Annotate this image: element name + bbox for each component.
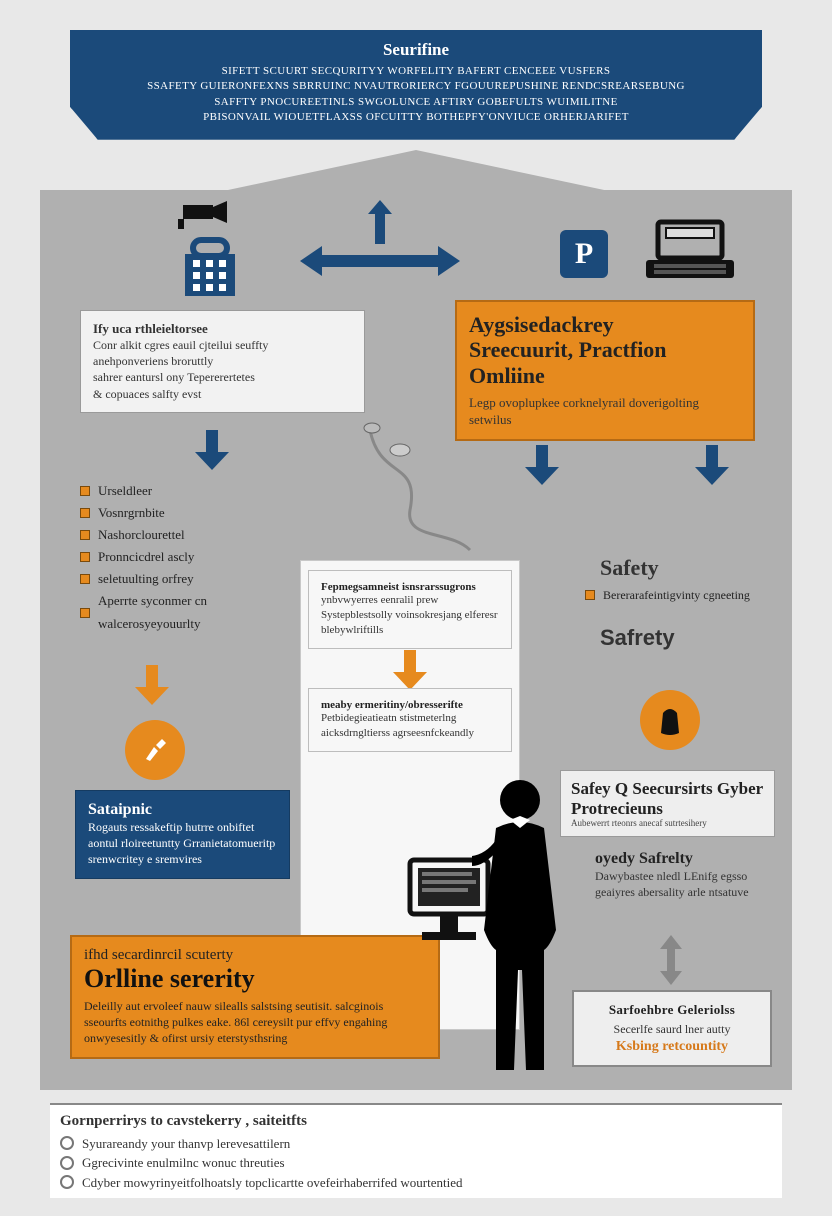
- ring-icon: [60, 1156, 74, 1170]
- header-line-3: SAFFTY PNOCUREETINLS SWGOLUNCE AFTIRY GO…: [82, 95, 750, 110]
- gray-line1: Secerlfe saurd lner autty: [586, 1022, 758, 1037]
- bullet-square-icon: [80, 574, 90, 584]
- ring-icon: [60, 1175, 74, 1189]
- left-info-box: Ify uca rthleieltorsee Conr alkit cgres …: [80, 310, 365, 413]
- header-line-2: SSAFETY GUIERONFEXNS SBRRUINC NVAUTRORIE…: [82, 79, 750, 94]
- bullet-square-icon: [80, 552, 90, 562]
- bullet-text: Urseldleer: [98, 480, 152, 502]
- arrow-down-icon: [135, 665, 175, 711]
- list-item: Nashorclourettel: [80, 524, 290, 546]
- left-info-title: Ify uca rthleieltorsee: [93, 321, 352, 337]
- footer-text: Cdyber mowyrinyeitfolhoatsly topclicartt…: [82, 1173, 462, 1193]
- person-silhouette-icon: [400, 770, 570, 1070]
- blue-title: Sataipnic: [88, 801, 277, 819]
- brush-circle-icon: [125, 720, 185, 780]
- center1-body: ynbvwyerres eenralil prew Systepblestsol…: [321, 593, 499, 638]
- cable-icon: [360, 420, 480, 565]
- bullet-text: Aperrte syconmer cn walcerosyeyouurlty: [98, 590, 290, 634]
- list-item: Vosnrgrnbite: [80, 502, 290, 524]
- bullet-square-icon: [80, 608, 90, 618]
- left-info-body: Conr alkit cgres eauil cjteilui seuffty …: [93, 337, 352, 402]
- header-line-1: SIFETT SCUURT SECQURITYY WORFELITY BAFER…: [82, 64, 750, 79]
- bullet-text: Nashorclourettel: [98, 524, 185, 546]
- left-blue-box: Sataipnic Rogauts ressakeftip hutrre onb…: [75, 790, 290, 879]
- bullet-square-icon: [585, 590, 595, 600]
- arrow-down-icon: [393, 650, 421, 682]
- center2-title: meaby ermeritiny/obresserifte: [321, 699, 499, 711]
- orange-title-2: Sreecuurit, Practfion: [469, 337, 667, 362]
- camera-icon: [175, 195, 235, 235]
- footer-title: Gornperrirys to cavstekerry , saiteitfts: [60, 1113, 772, 1130]
- bullet-text: Vosnrgrnbite: [98, 502, 165, 524]
- orange-title-1: Aygsisedackrey: [469, 312, 614, 337]
- right-orange-box: Aygsisedackrey Sreecuurit, Practfion Oml…: [455, 300, 755, 441]
- footer-item: Cdyber mowyrinyeitfolhoatsly topclicartt…: [60, 1173, 772, 1193]
- header-title: Seurifine: [82, 40, 750, 60]
- vertical-double-arrow-icon: [660, 935, 682, 985]
- list-item: Bererarafeintigvinty cgneeting: [585, 585, 785, 605]
- bottom-orange-small: ifhd secardinrcil scuterty: [84, 947, 426, 964]
- oyely-title: oyedy Safrelty: [595, 850, 775, 868]
- oyely-block: oyedy Safrelty Dawybastee nledl LEnifg e…: [595, 850, 775, 900]
- center1-title: Fepmegsamneist isnsrarssugrons: [321, 581, 499, 593]
- cyber-title: Safey Q Seecursirts Gyber Protrecieuns: [571, 779, 764, 818]
- safety-sub-list: Bererarafeintigvinty cgneeting: [585, 585, 785, 605]
- bullet-text: seletuulting orfrey: [98, 568, 194, 590]
- bullet-text: Bererarafeintigvinty cgneeting: [603, 585, 750, 605]
- bottom-orange-box: ifhd secardinrcil scuterty Orlline serer…: [70, 935, 440, 1059]
- orange-title-3: Omliine: [469, 363, 545, 388]
- center2-body: Petbidegieatieatn stistmeterlng aicksdrn…: [321, 711, 499, 741]
- arrow-down-icon: [195, 430, 229, 470]
- safety-title: Safety: [600, 555, 659, 581]
- cyber-box: Safey Q Seecursirts Gyber Protrecieuns A…: [560, 770, 775, 837]
- ring-icon: [60, 1136, 74, 1150]
- safety-title-2: Safrety: [600, 625, 675, 651]
- bullet-text: Pronncicdrel ascly: [98, 546, 194, 568]
- footer-text: Ggrecivinte enulmilnc wonuc threuties: [82, 1153, 285, 1173]
- bullet-square-icon: [80, 486, 90, 496]
- footer-text: Syurareandy your thanvp lerevesattilern: [82, 1134, 290, 1154]
- oyely-body: Dawybastee nledl LEnifg egsso geaiyres a…: [595, 868, 775, 900]
- right-gray-box: Sarfoehbre Geleriolss Secerlfe saurd lne…: [572, 990, 772, 1067]
- bullet-square-icon: [80, 508, 90, 518]
- sign-up-arrow-icon: [368, 200, 392, 249]
- center-box-1: Fepmegsamneist isnsrarssugrons ynbvwyerr…: [308, 570, 512, 649]
- blue-body: Rogauts ressakeftip hutrre onbiftet aont…: [88, 819, 277, 868]
- gray-line2: Ksbing retcountity: [586, 1039, 758, 1055]
- footer: Gornperrirys to cavstekerry , saiteitfts…: [50, 1103, 782, 1199]
- bottom-orange-body: Deleilly aut ervoleef nauw silealls sals…: [84, 998, 426, 1047]
- header-line-4: PBISONVAIL WIOUETFLAXSS OFCUITTY BOTHEPF…: [82, 110, 750, 125]
- list-item: Urseldleer: [80, 480, 290, 502]
- p-badge-icon: P: [560, 230, 608, 283]
- arrow-down-icon: [525, 445, 559, 485]
- list-item: seletuulting orfrey: [80, 568, 290, 590]
- header-banner: Seurifine SIFETT SCUURT SECQURITYY WORFE…: [70, 30, 762, 140]
- center-box-2: meaby ermeritiny/obresserifte Petbidegie…: [308, 688, 512, 752]
- bullet-square-icon: [80, 530, 90, 540]
- cyber-sub: Aubewerrt rteonrs anecaf sutrtesihery: [571, 818, 764, 828]
- footer-item: Ggrecivinte enulmilnc wonuc threuties: [60, 1153, 772, 1173]
- double-arrow-icon: [300, 246, 460, 276]
- gray-title: Sarfoehbre Geleriolss: [586, 1002, 758, 1018]
- arrow-down-icon: [695, 445, 729, 485]
- laptop-icon: [640, 218, 740, 291]
- list-item: Pronncicdrel ascly: [80, 546, 290, 568]
- left-bullet-list: Urseldleer Vosnrgrnbite Nashorclourettel…: [80, 480, 290, 635]
- lock-keypad-icon: [175, 230, 245, 305]
- list-item: Aperrte syconmer cn walcerosyeyouurlty: [80, 590, 290, 634]
- footer-item: Syurareandy your thanvp lerevesattilern: [60, 1134, 772, 1154]
- svg-text:P: P: [575, 237, 593, 270]
- infographic-page: { "colors": { "navy": "#1b4a7a", "orange…: [0, 0, 832, 1216]
- bag-circle-icon: [640, 690, 700, 750]
- bottom-orange-big: Orlline sererity: [84, 964, 426, 994]
- orange-body: Legp ovoplupkee corknelyrail doverigolti…: [469, 394, 741, 429]
